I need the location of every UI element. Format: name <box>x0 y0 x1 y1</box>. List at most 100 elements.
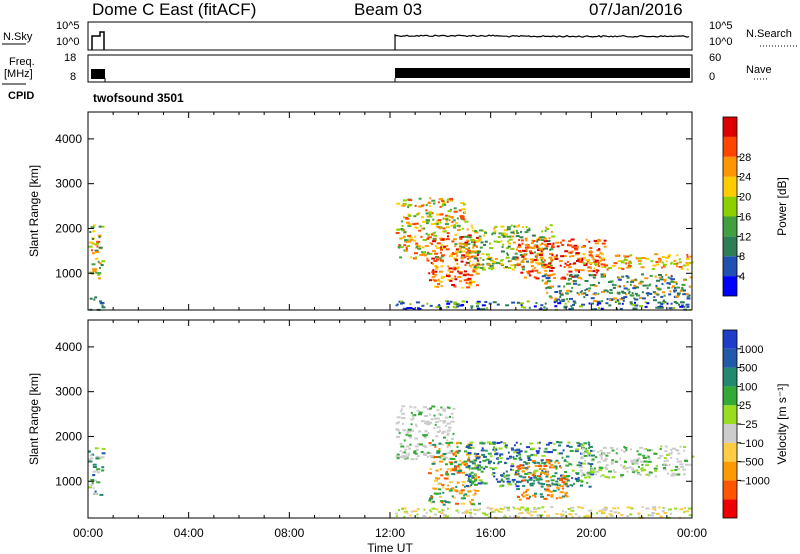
data-cell <box>564 250 569 253</box>
data-cell <box>457 449 461 452</box>
data-cell <box>434 237 437 240</box>
data-cell <box>412 417 415 420</box>
data-cell <box>571 286 574 289</box>
data-cell <box>491 473 494 476</box>
data-cell <box>419 254 424 256</box>
data-cell <box>577 506 581 509</box>
data-cell <box>465 446 470 448</box>
data-cell <box>453 489 458 492</box>
data-cell <box>538 447 541 450</box>
data-cell <box>676 473 681 476</box>
data-cell <box>552 273 556 276</box>
data-cell <box>445 488 450 491</box>
data-cell <box>428 212 433 215</box>
data-cell <box>423 508 426 511</box>
data-cell <box>399 449 402 452</box>
data-cell <box>471 241 474 243</box>
data-cell <box>623 446 626 448</box>
data-cell <box>583 454 588 457</box>
data-cell <box>602 446 607 449</box>
data-cell <box>526 479 529 482</box>
data-cell <box>672 474 677 477</box>
data-cell <box>439 413 442 416</box>
data-cell <box>624 467 627 470</box>
data-cell <box>491 261 496 263</box>
data-cell <box>629 283 632 286</box>
data-cell <box>559 452 564 455</box>
data-cell <box>587 260 590 263</box>
data-cell <box>436 417 440 420</box>
data-cell <box>541 275 546 278</box>
data-cell <box>470 446 475 449</box>
data-cell <box>474 455 478 458</box>
data-cell <box>407 234 412 237</box>
data-cell <box>405 246 408 249</box>
data-cell <box>599 260 602 263</box>
data-cell <box>435 256 439 259</box>
data-cell <box>668 307 673 310</box>
data-cell <box>623 465 626 468</box>
data-cell <box>516 232 520 235</box>
data-cell <box>470 482 474 485</box>
data-cell <box>686 295 690 298</box>
data-cell <box>405 248 408 251</box>
data-cell <box>673 289 678 292</box>
data-cell <box>433 414 436 417</box>
data-cell <box>570 463 573 466</box>
data-cell <box>522 254 527 257</box>
data-cell <box>686 305 690 308</box>
data-cell <box>429 497 433 500</box>
data-cell <box>429 279 432 282</box>
data-cell <box>421 253 426 256</box>
data-cell <box>630 280 635 283</box>
data-cell <box>507 509 510 512</box>
data-cell <box>674 259 677 262</box>
data-cell <box>408 236 413 239</box>
data-cell <box>601 508 606 511</box>
panel-frame-power <box>87 111 693 311</box>
data-cell <box>90 457 94 460</box>
data-cell <box>456 266 460 269</box>
data-cell <box>652 506 657 509</box>
y-tick-label: 4000 <box>55 340 82 354</box>
data-cell <box>634 462 639 465</box>
data-cell <box>629 513 633 516</box>
data-cell <box>583 256 586 259</box>
data-cell <box>405 433 408 436</box>
nsky-tick-bottom: 10^0 <box>56 36 80 48</box>
data-cell <box>400 246 404 249</box>
data-cell <box>585 238 588 241</box>
data-cell <box>537 507 541 510</box>
data-cell <box>689 463 692 466</box>
data-cell <box>559 292 562 295</box>
y-tick-label: 1000 <box>55 266 82 280</box>
data-cell <box>90 478 95 481</box>
data-cell <box>480 481 484 484</box>
data-cell <box>432 443 437 446</box>
data-cell <box>565 455 568 458</box>
data-cell <box>545 245 549 248</box>
data-cell <box>659 278 664 281</box>
data-cell <box>473 241 476 244</box>
data-cell <box>561 487 564 490</box>
x-tick-label: 00:00 <box>73 526 103 540</box>
data-cell <box>446 232 450 235</box>
data-cell <box>406 445 410 448</box>
data-cell <box>573 482 575 485</box>
data-cell <box>444 245 447 248</box>
data-cell <box>465 281 468 284</box>
data-cell <box>448 215 451 218</box>
data-cell <box>532 472 536 475</box>
data-cell <box>538 254 543 256</box>
data-cell <box>625 467 629 469</box>
freq-panel-frame <box>87 54 693 83</box>
data-cell <box>537 249 541 251</box>
data-cell <box>446 200 449 203</box>
data-cell <box>403 244 407 247</box>
data-cell <box>546 286 551 289</box>
data-cell <box>447 451 451 454</box>
data-cell <box>402 235 406 238</box>
data-cell <box>455 250 460 253</box>
data-cell <box>473 489 476 492</box>
cpid-text: twofsound 3501 <box>93 91 184 105</box>
